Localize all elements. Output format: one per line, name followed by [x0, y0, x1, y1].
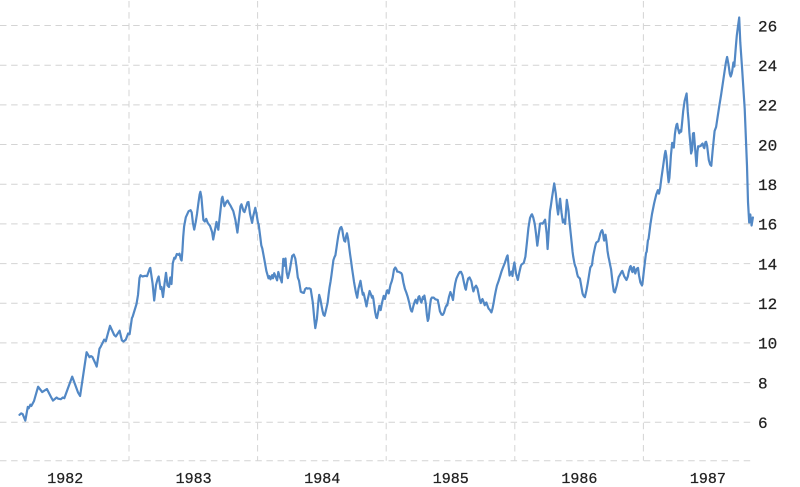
svg-text:1985: 1985: [433, 471, 469, 487]
svg-text:24: 24: [758, 58, 777, 76]
svg-text:22: 22: [758, 98, 777, 116]
svg-text:26: 26: [758, 18, 777, 36]
svg-text:1982: 1982: [47, 471, 83, 487]
svg-text:12: 12: [758, 296, 777, 314]
svg-text:8: 8: [758, 375, 768, 393]
svg-text:18: 18: [758, 177, 777, 195]
svg-text:1984: 1984: [304, 471, 340, 487]
svg-text:1987: 1987: [690, 471, 726, 487]
svg-text:1983: 1983: [176, 471, 212, 487]
svg-text:14: 14: [758, 256, 777, 274]
svg-text:16: 16: [758, 217, 777, 235]
svg-text:1986: 1986: [561, 471, 597, 487]
svg-text:20: 20: [758, 137, 777, 155]
svg-text:10: 10: [758, 336, 777, 354]
svg-text:6: 6: [758, 415, 768, 433]
